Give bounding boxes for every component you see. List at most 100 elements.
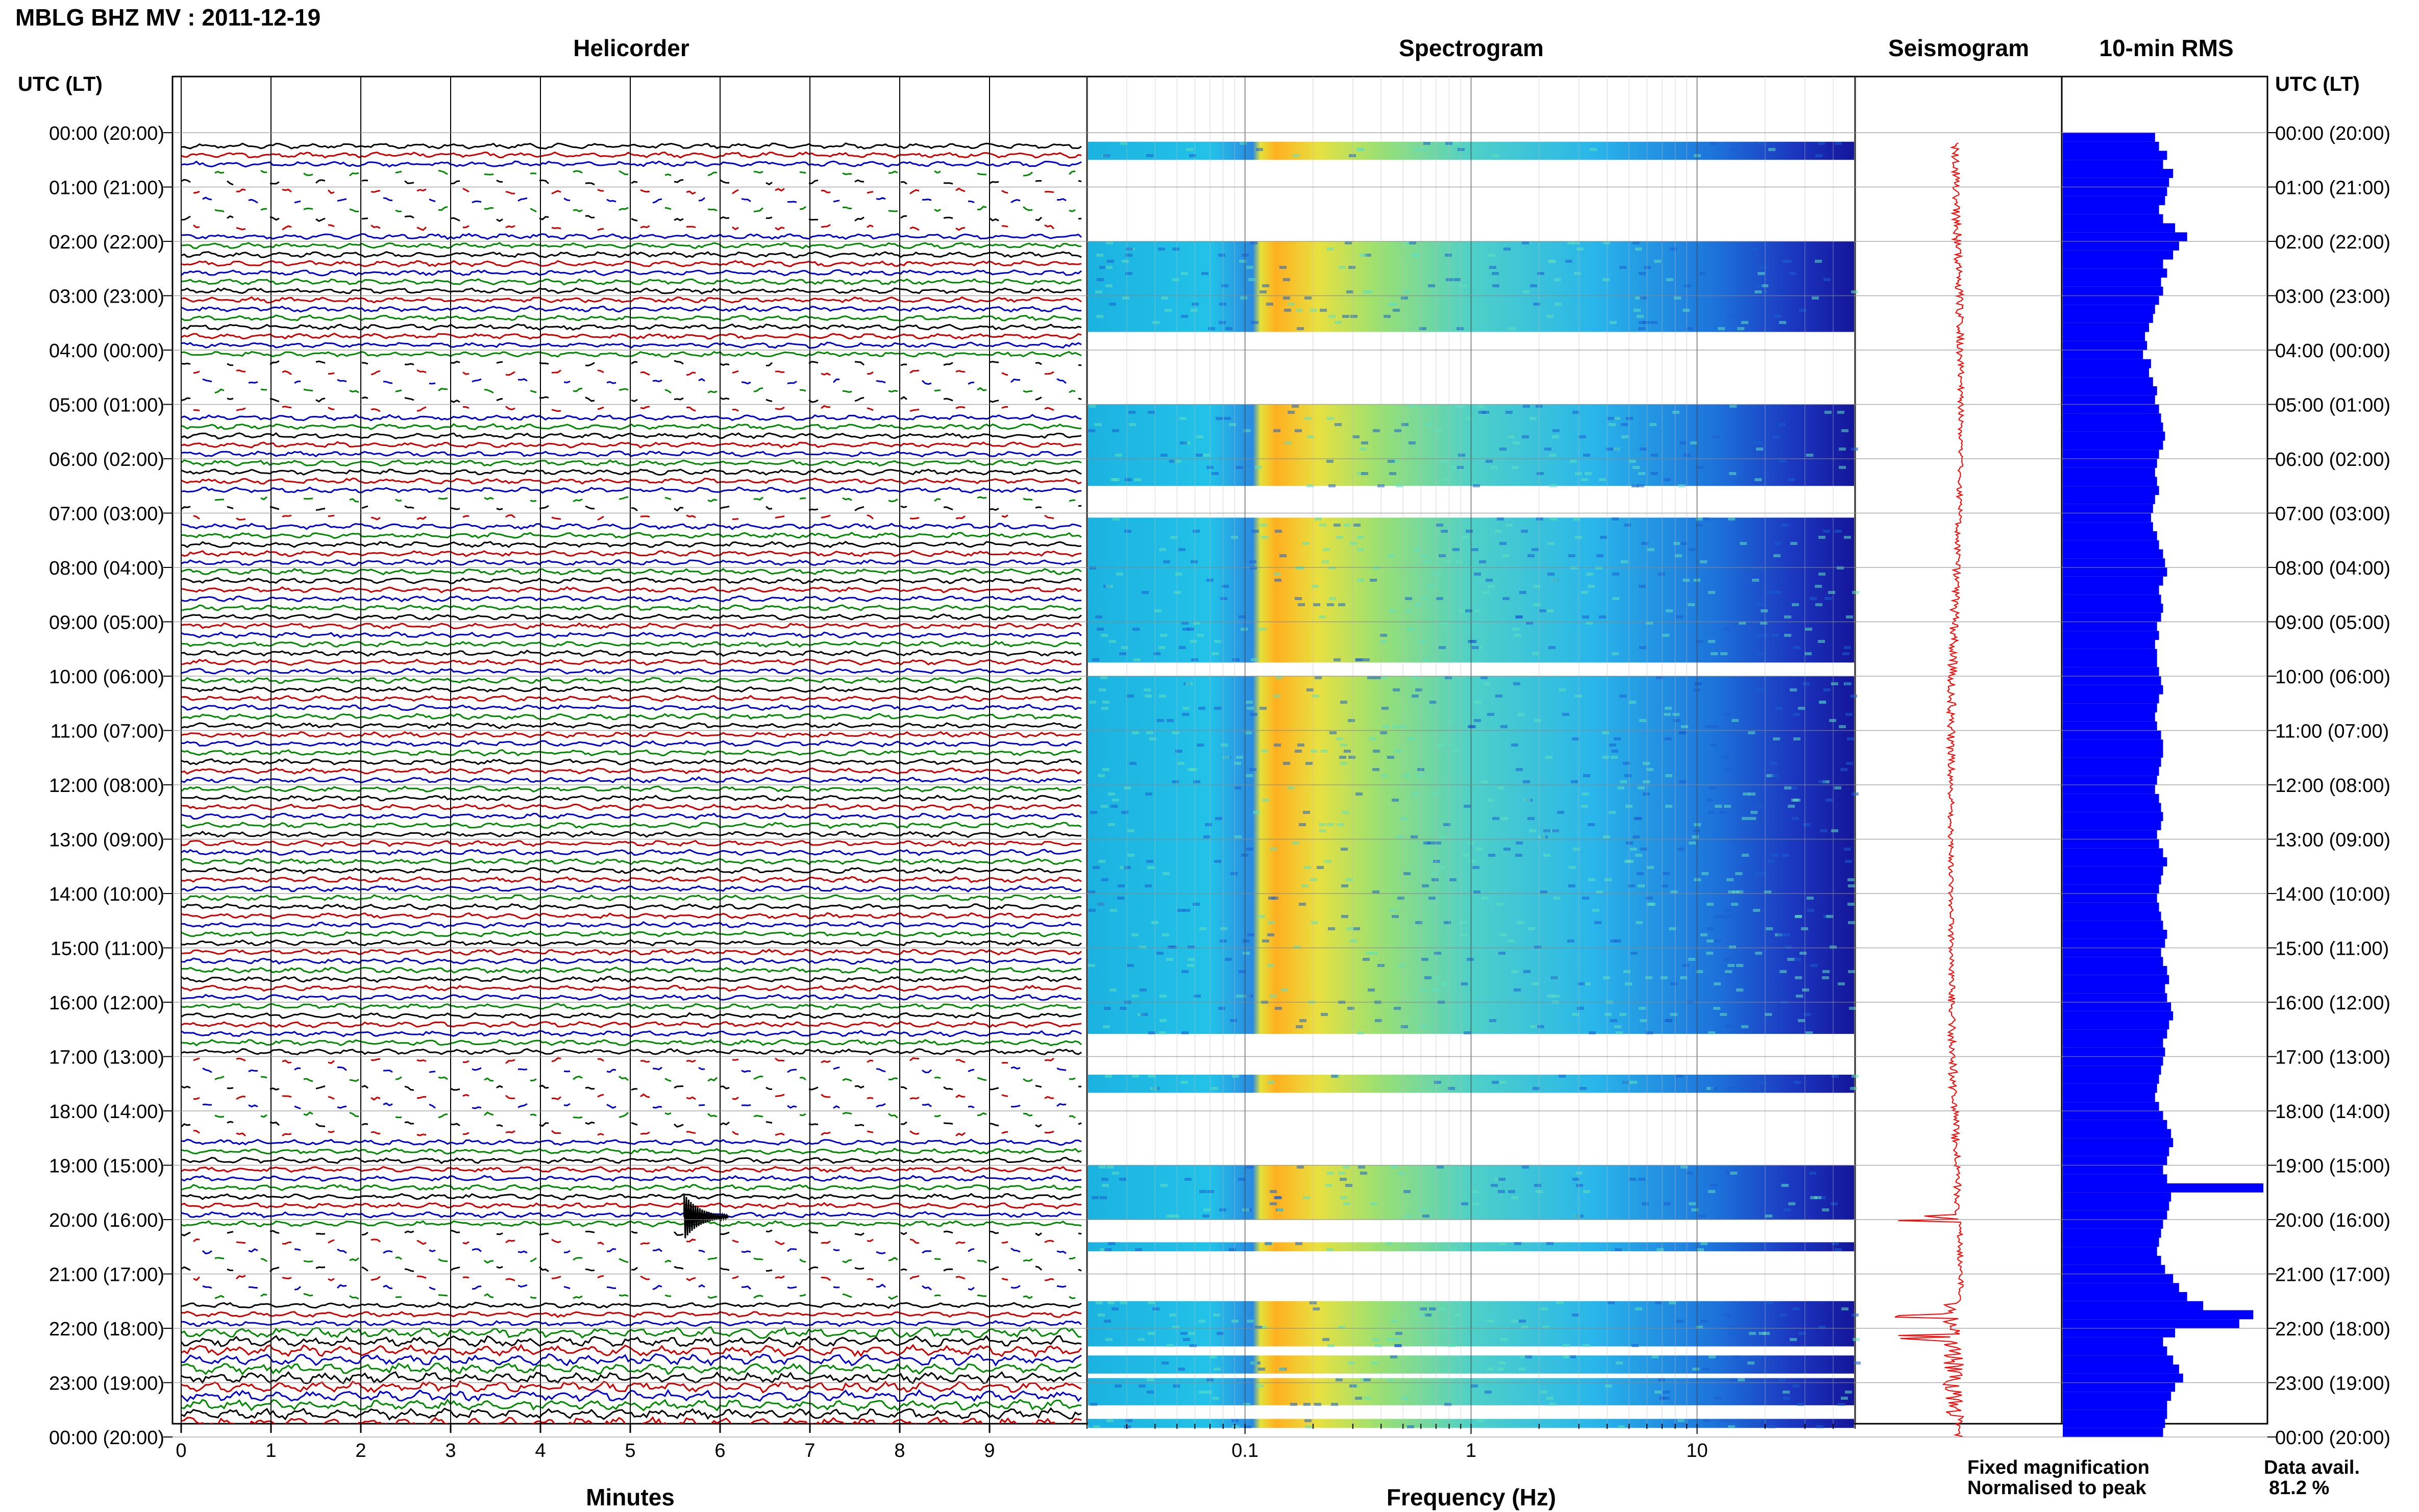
- spectrogram-speckle: [1180, 441, 1187, 444]
- spectrogram-speckle: [1760, 622, 1767, 625]
- spectrogram-speckle: [1557, 811, 1564, 814]
- spectrogram-speckle: [1823, 688, 1831, 691]
- spectrogram-speckle: [1167, 1214, 1174, 1218]
- spectrogram-speckle: [1637, 315, 1644, 318]
- spectrogram-speckle: [1328, 927, 1335, 930]
- spectrogram-speckle: [1637, 484, 1644, 487]
- spectrogram-speckle: [1340, 1196, 1347, 1199]
- spectrogram-speckle: [1782, 524, 1789, 527]
- spectrogram-speckle: [1388, 554, 1395, 557]
- spectrogram-speckle: [1639, 272, 1646, 275]
- spectrogram-speckle: [1492, 272, 1499, 275]
- spectrogram-speckle: [1532, 548, 1539, 551]
- spectrogram-speckle: [1505, 411, 1513, 414]
- spectrogram-speckle: [1336, 737, 1343, 740]
- spectrogram-speckle: [1725, 1419, 1733, 1422]
- spectrogram-speckle: [1336, 536, 1343, 539]
- rms-bar: [2063, 323, 2149, 332]
- spectrogram-speckle: [1112, 1307, 1119, 1310]
- spectrogram-speckle: [1186, 682, 1193, 685]
- rms-bar: [2063, 966, 2167, 975]
- spectrogram-speckle: [1297, 327, 1304, 330]
- spectrogram-speckle: [1161, 454, 1168, 457]
- spectrogram-speckle: [1214, 707, 1221, 710]
- rms-bar: [2063, 1265, 2165, 1274]
- spectrogram-speckle: [1101, 805, 1108, 808]
- spectrogram-speckle: [1106, 585, 1113, 588]
- spectrogram-speckle: [1172, 247, 1179, 251]
- time-label-left: 09:00 (05:00): [49, 612, 164, 634]
- spectrogram-speckle: [1219, 321, 1226, 324]
- spectrogram-speckle: [1247, 707, 1254, 710]
- spectrogram-speckle: [1419, 327, 1426, 330]
- spectrogram-speckle: [1737, 327, 1744, 330]
- spectrogram-speckle: [1521, 1326, 1528, 1329]
- rms-bar: [2063, 504, 2153, 513]
- spectrogram-speckle: [1835, 142, 1842, 145]
- spectrogram-speckle: [1161, 1184, 1168, 1187]
- spectrogram-speckle: [1818, 1326, 1825, 1329]
- spectrogram-speckle: [1570, 566, 1577, 569]
- spectrogram-speckle: [1278, 1368, 1286, 1371]
- helicorder-trace-row: [181, 1326, 1082, 1339]
- spectrogram-speckle: [1381, 707, 1389, 710]
- rms-bar: [2063, 1083, 2157, 1093]
- spectrogram-speckle: [1425, 423, 1433, 426]
- spectrogram-speckle: [1368, 988, 1375, 992]
- rms-bar: [2063, 187, 2167, 196]
- spectrogram-speckle: [1552, 429, 1560, 432]
- spectrogram-speckle: [1345, 241, 1352, 244]
- spectrogram-speckle: [1172, 278, 1179, 281]
- spectrogram-speckle: [1614, 939, 1621, 943]
- spectrogram-speckle: [1511, 970, 1518, 973]
- spectrogram-speckle: [1516, 615, 1523, 618]
- spectrogram-speckle: [1260, 707, 1267, 710]
- spectrogram-speckle: [1640, 296, 1647, 300]
- helicorder-trace-row: [181, 1166, 1082, 1173]
- helicorder-trace-row: [181, 767, 1082, 775]
- rms-bar: [2063, 694, 2159, 704]
- spectrogram-speckle: [1105, 1338, 1113, 1341]
- spectrogram-speckle: [1102, 701, 1109, 704]
- time-label-left: 18:00 (14:00): [49, 1101, 164, 1123]
- rms-bar: [2063, 513, 2151, 523]
- helicorder-trace-row: [181, 1266, 1082, 1272]
- time-label-right: 12:00 (08:00): [2275, 775, 2390, 797]
- helicorder-trace-row: [181, 1156, 1082, 1164]
- spectrogram-speckle: [1676, 1075, 1683, 1078]
- spectrogram-speckle: [1733, 1355, 1740, 1358]
- spectrogram-speckle: [1106, 1419, 1114, 1422]
- spectrogram-speckle: [1613, 448, 1620, 451]
- spectrogram-speckle: [1268, 897, 1275, 900]
- spectrogram-speckle: [1568, 554, 1575, 557]
- spectrogram-speckle: [1810, 1196, 1817, 1199]
- spectrogram-speckle: [1466, 530, 1473, 533]
- spectrogram-speckle: [1093, 866, 1100, 869]
- spectrogram-speckle: [1850, 1087, 1857, 1090]
- rms-bar: [2063, 1147, 2169, 1156]
- spectrogram-speckle: [1841, 429, 1848, 432]
- helicorder-trace-row: [202, 1102, 1067, 1109]
- spectrogram-speckle: [1461, 982, 1468, 985]
- spectrogram-speckle: [1534, 719, 1541, 722]
- spectrogram-speckle: [1793, 737, 1800, 740]
- spectrogram-speckle: [1669, 1301, 1676, 1304]
- spectrogram-speckle: [1784, 1208, 1791, 1211]
- spectrogram-speckle: [1788, 805, 1795, 808]
- spectrogram-speckle: [1739, 154, 1746, 157]
- spectrogram-speckle: [1788, 1202, 1795, 1205]
- spectrogram-speckle: [1699, 1214, 1706, 1218]
- spectrogram-speckle: [1551, 579, 1558, 582]
- spectrogram-speckle: [1513, 441, 1520, 444]
- helicorder-trace-row: [181, 1121, 1082, 1128]
- legend-fixed-magnification: Fixed magnification: [1967, 1457, 2150, 1478]
- spectrogram-speckle: [1664, 1202, 1671, 1205]
- spectrogram-speckle: [1606, 448, 1613, 451]
- time-label-right: 10:00 (06:00): [2275, 666, 2390, 688]
- spectrogram-speckle: [1220, 597, 1227, 600]
- spectrogram-speckle: [1838, 1403, 1845, 1406]
- spectrogram-speckle: [1626, 860, 1634, 863]
- rms-bar: [2063, 1075, 2159, 1084]
- spectrogram-speckle: [1511, 743, 1518, 747]
- spectrogram-speckle: [1754, 1355, 1761, 1358]
